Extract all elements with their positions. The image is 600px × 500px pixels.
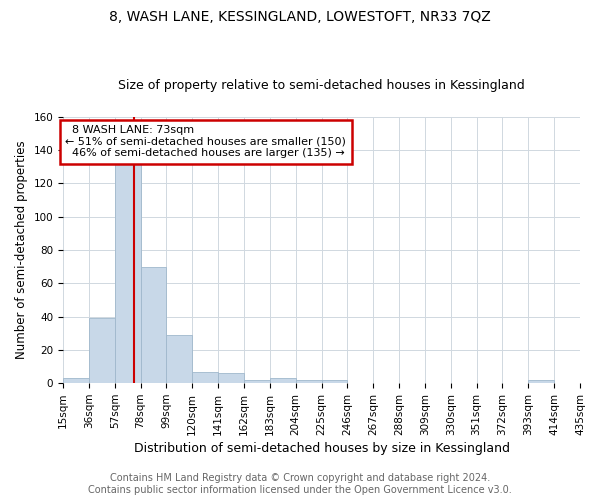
Text: 8, WASH LANE, KESSINGLAND, LOWESTOFT, NR33 7QZ: 8, WASH LANE, KESSINGLAND, LOWESTOFT, NR…: [109, 10, 491, 24]
Bar: [89, 318, 115, 383]
Title: Size of property relative to semi-detached houses in Kessingland: Size of property relative to semi-detach…: [118, 79, 525, 92]
Bar: [166, 335, 192, 383]
Y-axis label: Number of semi-detached properties: Number of semi-detached properties: [15, 140, 28, 360]
Bar: [218, 373, 244, 383]
Text: 8 WASH LANE: 73sqm
← 51% of semi-detached houses are smaller (150)
  46% of semi: 8 WASH LANE: 73sqm ← 51% of semi-detache…: [65, 125, 346, 158]
Bar: [140, 266, 166, 383]
Bar: [296, 380, 322, 383]
Bar: [63, 378, 89, 383]
X-axis label: Distribution of semi-detached houses by size in Kessingland: Distribution of semi-detached houses by …: [134, 442, 509, 455]
Text: Contains HM Land Registry data © Crown copyright and database right 2024.
Contai: Contains HM Land Registry data © Crown c…: [88, 474, 512, 495]
Bar: [529, 380, 554, 383]
Bar: [115, 162, 140, 383]
Bar: [244, 380, 270, 383]
Bar: [322, 380, 347, 383]
Bar: [192, 372, 218, 383]
Bar: [270, 378, 296, 383]
